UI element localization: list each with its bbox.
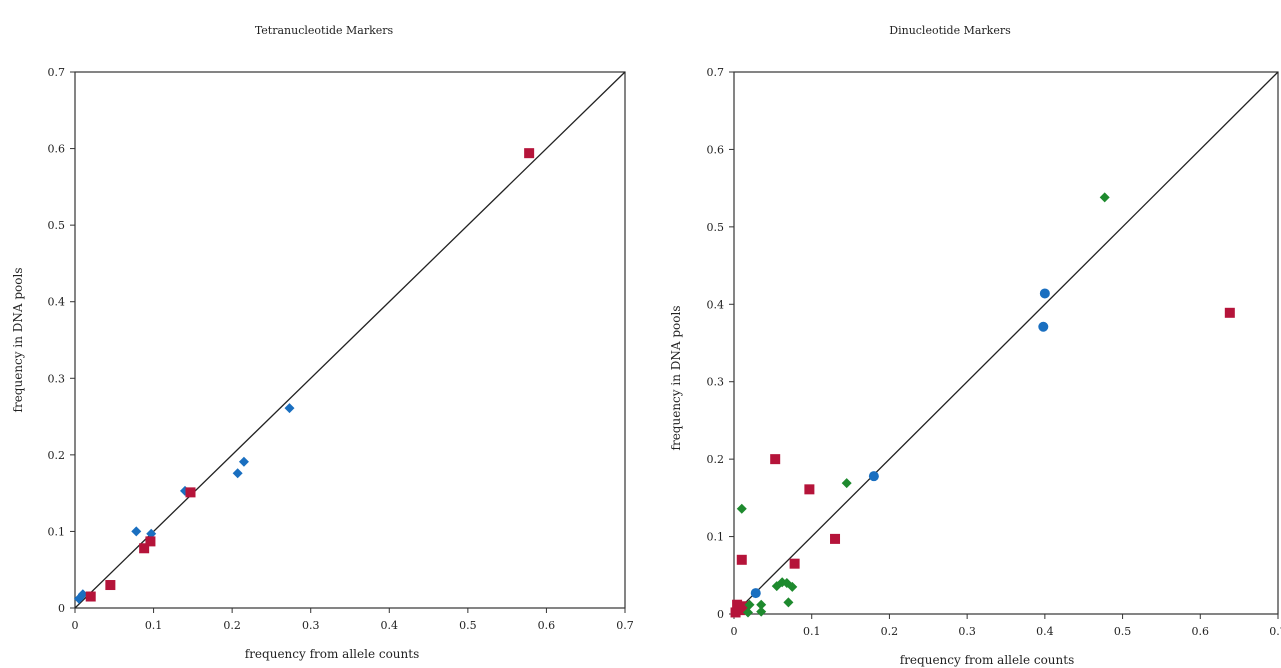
data-point-square xyxy=(830,533,841,544)
x-tick-label: 0.6 xyxy=(538,619,556,632)
y-tick-label: 0.3 xyxy=(48,372,66,385)
y-tick-label: 0 xyxy=(717,608,724,621)
data-point-square xyxy=(738,601,749,612)
data-point-diamond xyxy=(744,599,755,610)
data-point-diamond xyxy=(742,607,753,618)
data-point-diamond xyxy=(232,468,243,479)
y-tick-label: 0.5 xyxy=(707,221,725,234)
reference-line xyxy=(74,71,626,609)
data-point-diamond xyxy=(238,456,249,467)
tetranucleotide-panel: Tetranucleotide Markers frequency from a… xyxy=(11,24,634,661)
data-point-diamond xyxy=(146,528,157,539)
x-axis-label: frequency from allele counts xyxy=(245,647,420,661)
y-tick-label: 0.1 xyxy=(48,525,66,538)
data-point-square xyxy=(789,558,800,569)
y-tick-label: 0.2 xyxy=(707,453,725,466)
reference-line xyxy=(733,71,1279,615)
data-point-diamond xyxy=(783,597,794,608)
y-tick-label: 0 xyxy=(58,602,65,615)
x-axis-label: frequency from allele counts xyxy=(900,653,1075,667)
data-point-diamond xyxy=(756,606,767,617)
data-point-diamond xyxy=(736,503,747,514)
plot-frame xyxy=(733,71,1279,615)
data-point-square xyxy=(736,554,747,565)
data-point-square xyxy=(804,484,815,495)
data-point-diamond xyxy=(841,478,852,489)
data-point-square xyxy=(770,454,781,465)
data-point-diamond xyxy=(756,599,767,610)
y-axis-label: frequency in DNA pools xyxy=(11,268,25,413)
y-axis-label: frequency in DNA pools xyxy=(669,306,683,451)
data-point-circle xyxy=(1038,321,1049,332)
data-point-square xyxy=(105,580,116,591)
chart-title: Dinucleotide Markers xyxy=(889,24,1011,37)
y-tick-label: 0.4 xyxy=(707,298,725,311)
y-tick-label: 0.6 xyxy=(48,143,66,156)
x-tick-label: 0.4 xyxy=(1036,625,1054,638)
x-tick-label: 0.6 xyxy=(1192,625,1210,638)
y-tick-label: 0.6 xyxy=(707,143,725,156)
y-tick-label: 0.1 xyxy=(707,531,725,544)
x-tick-label: 0.7 xyxy=(616,619,634,632)
y-tick-label: 0.2 xyxy=(48,449,66,462)
plot-frame xyxy=(74,71,626,609)
y-tick-label: 0.7 xyxy=(48,66,66,79)
x-tick-label: 0 xyxy=(72,619,79,632)
x-tick-label: 0.7 xyxy=(1269,625,1281,638)
data-point-square xyxy=(85,591,96,602)
y-tick-label: 0.3 xyxy=(707,376,725,389)
dinucleotide-panel: Dinucleotide Markers frequency from alle… xyxy=(669,24,1281,667)
data-point-diamond xyxy=(787,581,798,592)
y-tick-label: 0.4 xyxy=(48,296,66,309)
data-point-circle xyxy=(750,588,761,599)
data-point-diamond xyxy=(284,403,295,414)
x-tick-label: 0.4 xyxy=(381,619,399,632)
data-point-square xyxy=(145,536,156,547)
y-tick-label: 0.5 xyxy=(48,219,66,232)
data-point-diamond xyxy=(131,526,142,537)
x-tick-label: 0.5 xyxy=(1114,625,1132,638)
y-tick-label: 0.7 xyxy=(707,66,725,79)
x-tick-label: 0.5 xyxy=(459,619,477,632)
x-tick-label: 0.2 xyxy=(881,625,899,638)
data-point-square xyxy=(185,487,196,498)
x-tick-label: 0.1 xyxy=(803,625,821,638)
data-point-diamond xyxy=(1099,192,1110,203)
x-tick-label: 0.2 xyxy=(223,619,241,632)
chart-title: Tetranucleotide Markers xyxy=(255,24,394,37)
x-tick-label: 0 xyxy=(731,625,738,638)
data-point-square xyxy=(1224,307,1235,318)
x-tick-label: 0.1 xyxy=(145,619,163,632)
data-point-circle xyxy=(868,471,879,482)
data-point-square xyxy=(139,543,150,554)
data-point-diamond xyxy=(77,589,88,600)
data-point-square xyxy=(524,148,535,159)
data-point-square xyxy=(732,599,743,610)
x-tick-label: 0.3 xyxy=(302,619,320,632)
data-point-circle xyxy=(1039,288,1050,299)
x-tick-label: 0.3 xyxy=(958,625,976,638)
